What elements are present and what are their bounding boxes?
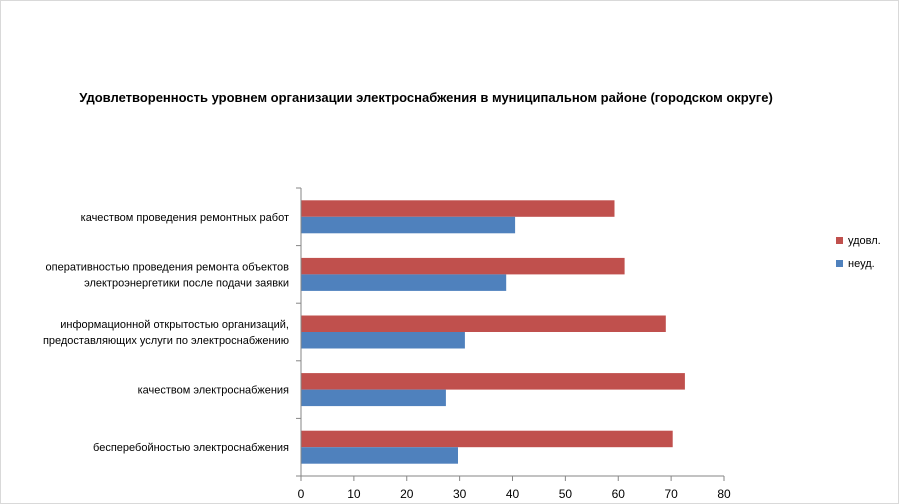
legend-item-satisfied: удовл.	[836, 234, 881, 247]
legend-label-satisfied: удовл.	[848, 234, 881, 247]
x-tick-label-70: 70	[664, 487, 678, 501]
category-label-2-0: информационной открытостью организаций,	[60, 319, 289, 331]
bar-unsatisfied-0	[301, 216, 516, 234]
legend-label-unsatisfied: неуд.	[848, 257, 875, 270]
bar-unsatisfied-3	[301, 389, 446, 407]
bar-satisfied-3	[301, 373, 685, 390]
category-label-0-0: качеством проведения ремонтных работ	[81, 212, 289, 224]
category-label-1-1: электроэнергетики после подачи заявки	[84, 277, 289, 289]
category-label-2-1: предоставляющих услуги по электроснабжен…	[43, 335, 289, 347]
x-tick-label-0: 0	[298, 487, 305, 501]
bar-satisfied-2	[301, 315, 666, 332]
x-tick-label-60: 60	[612, 487, 626, 501]
chart-legend: удовл. неуд.	[836, 234, 881, 280]
category-label-1-0: оперативностью проведения ремонта объект…	[46, 261, 290, 273]
x-tick-label-30: 30	[453, 487, 467, 501]
bar-unsatisfied-4	[301, 447, 458, 464]
x-tick-label-10: 10	[347, 487, 361, 501]
legend-swatch-satisfied	[836, 237, 843, 244]
bar-satisfied-1	[301, 257, 625, 275]
category-label-3-0: качеством электроснабжения	[138, 385, 289, 397]
legend-item-unsatisfied: неуд.	[836, 257, 881, 270]
x-tick-label-20: 20	[400, 487, 414, 501]
chart-title: Удовлетворенность уровнем организации эл…	[79, 90, 773, 105]
category-label-4-0: бесперебойностью электроснабжения	[93, 442, 289, 454]
bar-unsatisfied-2	[301, 332, 465, 349]
bar-satisfied-4	[301, 430, 673, 448]
bar-satisfied-0	[301, 200, 615, 217]
x-tick-label-40: 40	[506, 487, 520, 501]
x-tick-label-50: 50	[559, 487, 573, 501]
bar-unsatisfied-1	[301, 274, 507, 291]
x-tick-label-80: 80	[717, 487, 731, 501]
legend-swatch-unsatisfied	[836, 260, 843, 267]
